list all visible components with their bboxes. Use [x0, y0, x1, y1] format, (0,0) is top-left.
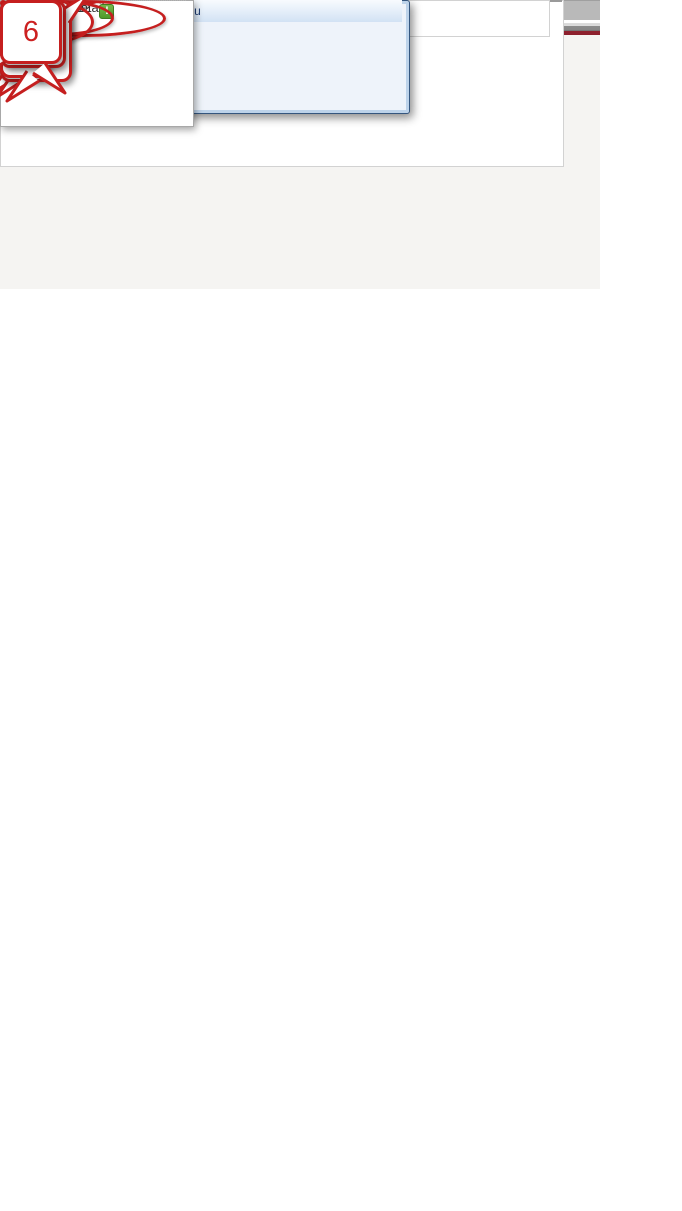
callout-step-6: 6 — [0, 0, 67, 95]
callout-tail — [5, 70, 40, 103]
callout-number: 6 — [22, 15, 40, 48]
callout-tail — [32, 62, 67, 95]
